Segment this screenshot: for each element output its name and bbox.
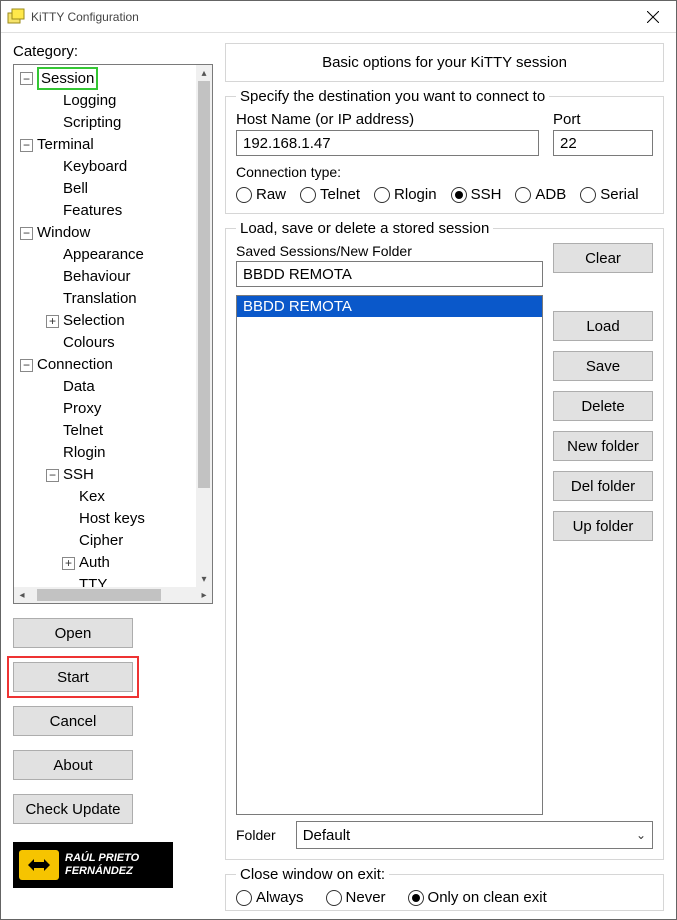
clear-button[interactable]: Clear — [553, 243, 653, 273]
tree-session[interactable]: Session — [37, 67, 98, 90]
category-tree[interactable]: −Session Logging Scripting −Terminal Key… — [14, 65, 196, 587]
tree-proxy[interactable]: Proxy — [63, 398, 101, 420]
scroll-thumb[interactable] — [198, 81, 210, 488]
radio-clean[interactable]: Only on clean exit — [408, 889, 547, 906]
saved-session-input[interactable] — [236, 261, 543, 287]
tree-connection[interactable]: Connection — [37, 354, 113, 376]
sessions-legend: Load, save or delete a stored session — [236, 220, 493, 237]
category-label: Category: — [13, 43, 213, 60]
tree-behaviour[interactable]: Behaviour — [63, 266, 131, 288]
tree-data[interactable]: Data — [63, 376, 95, 398]
close-button[interactable] — [630, 1, 676, 33]
radio-always[interactable]: Always — [236, 889, 304, 906]
tree-terminal[interactable]: Terminal — [37, 134, 94, 156]
radio-adb[interactable]: ADB — [515, 186, 566, 203]
tree-appearance[interactable]: Appearance — [63, 244, 144, 266]
collapse-icon[interactable]: − — [20, 72, 33, 85]
expand-icon[interactable]: + — [62, 557, 75, 570]
logo-line2: FERNÁNDEZ — [65, 865, 139, 878]
banner: Basic options for your KiTTY session — [225, 43, 664, 82]
tree-window[interactable]: Window — [37, 222, 90, 244]
del-folder-button[interactable]: Del folder — [553, 471, 653, 501]
radio-raw[interactable]: Raw — [236, 186, 286, 203]
window: KiTTY Configuration Category: −Session L… — [0, 0, 677, 920]
tree-selection[interactable]: Selection — [63, 310, 125, 332]
tree-keyboard[interactable]: Keyboard — [63, 156, 127, 178]
saved-sessions-label: Saved Sessions/New Folder — [236, 243, 543, 259]
load-button[interactable]: Load — [553, 311, 653, 341]
port-label: Port — [553, 111, 653, 128]
tree-cipher[interactable]: Cipher — [79, 530, 123, 552]
left-panel: Category: −Session Logging Scripting −Te… — [13, 43, 213, 911]
category-tree-wrapper: −Session Logging Scripting −Terminal Key… — [13, 64, 213, 604]
radio-rlogin[interactable]: Rlogin — [374, 186, 437, 203]
scroll-down-icon[interactable]: ▾ — [196, 571, 212, 587]
folder-label: Folder — [236, 827, 276, 843]
collapse-icon[interactable]: − — [20, 359, 33, 372]
window-title: KiTTY Configuration — [31, 10, 630, 24]
tree-hscrollbar[interactable]: ◂ ▸ — [14, 587, 212, 603]
logo-badge-icon — [19, 850, 59, 880]
sessions-listbox[interactable]: BBDD REMOTA — [236, 295, 543, 815]
open-button[interactable]: Open — [13, 618, 133, 648]
author-logo: RAÚL PRIETO FERNÁNDEZ — [13, 842, 173, 888]
conn-type-label: Connection type: — [236, 164, 653, 180]
body: Category: −Session Logging Scripting −Te… — [1, 33, 676, 919]
radio-never[interactable]: Never — [326, 889, 386, 906]
tree-hostkeys[interactable]: Host keys — [79, 508, 145, 530]
tree-auth[interactable]: Auth — [79, 552, 110, 574]
tree-colours[interactable]: Colours — [63, 332, 115, 354]
titlebar: KiTTY Configuration — [1, 1, 676, 33]
tree-bell[interactable]: Bell — [63, 178, 88, 200]
scroll-left-icon[interactable]: ◂ — [14, 587, 30, 603]
collapse-icon[interactable]: − — [46, 469, 59, 482]
radio-ssh[interactable]: SSH — [451, 186, 502, 203]
tree-scripting[interactable]: Scripting — [63, 112, 121, 134]
close-window-legend: Close window on exit: — [236, 866, 389, 883]
conn-type-radios: Raw Telnet Rlogin SSH ADB Serial — [236, 186, 653, 203]
tree-kex[interactable]: Kex — [79, 486, 105, 508]
collapse-icon[interactable]: − — [20, 227, 33, 240]
folder-select[interactable]: Default ⌄ — [296, 821, 653, 849]
tree-telnet[interactable]: Telnet — [63, 420, 103, 442]
new-folder-button[interactable]: New folder — [553, 431, 653, 461]
list-item[interactable]: BBDD REMOTA — [237, 296, 542, 317]
tree-translation[interactable]: Translation — [63, 288, 137, 310]
close-window-group: Close window on exit: Always Never Only … — [225, 866, 664, 911]
cancel-button[interactable]: Cancel — [13, 706, 133, 736]
check-update-button[interactable]: Check Update — [13, 794, 133, 824]
right-panel: Basic options for your KiTTY session Spe… — [225, 43, 664, 911]
destination-group: Specify the destination you want to conn… — [225, 88, 664, 214]
folder-value: Default — [303, 827, 351, 844]
host-input[interactable] — [236, 130, 539, 156]
scroll-up-icon[interactable]: ▴ — [196, 65, 212, 81]
destination-legend: Specify the destination you want to conn… — [236, 88, 549, 105]
scroll-right-icon[interactable]: ▸ — [196, 587, 212, 603]
tree-rlogin[interactable]: Rlogin — [63, 442, 106, 464]
delete-button[interactable]: Delete — [553, 391, 653, 421]
about-button[interactable]: About — [13, 750, 133, 780]
radio-serial[interactable]: Serial — [580, 186, 638, 203]
expand-icon[interactable]: + — [46, 315, 59, 328]
up-folder-button[interactable]: Up folder — [553, 511, 653, 541]
tree-features[interactable]: Features — [63, 200, 122, 222]
tree-ssh[interactable]: SSH — [63, 464, 94, 486]
chevron-down-icon: ⌄ — [636, 828, 646, 842]
port-input[interactable] — [553, 130, 653, 156]
host-label: Host Name (or IP address) — [236, 111, 539, 128]
scroll-thumb[interactable] — [37, 589, 162, 601]
sessions-group: Load, save or delete a stored session Sa… — [225, 220, 664, 860]
start-button[interactable]: Start — [13, 662, 133, 692]
tree-logging[interactable]: Logging — [63, 90, 116, 112]
tree-tty[interactable]: TTY — [79, 574, 107, 587]
collapse-icon[interactable]: − — [20, 139, 33, 152]
left-buttons: Open Start Cancel About Check Update — [13, 618, 213, 824]
app-icon — [7, 8, 25, 26]
tree-vscrollbar[interactable]: ▴ ▾ — [196, 65, 212, 587]
logo-line1: RAÚL PRIETO — [65, 852, 139, 865]
save-button[interactable]: Save — [553, 351, 653, 381]
radio-telnet[interactable]: Telnet — [300, 186, 360, 203]
